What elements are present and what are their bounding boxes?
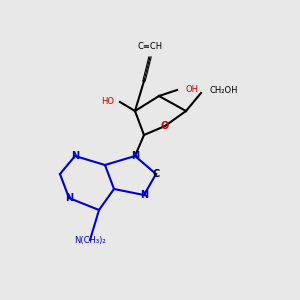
- Text: HO: HO: [101, 98, 114, 106]
- Text: N(CH₃)₂: N(CH₃)₂: [74, 236, 106, 244]
- Text: CH₂OH: CH₂OH: [210, 85, 239, 94]
- Text: N: N: [131, 151, 139, 161]
- Text: N: N: [71, 151, 79, 161]
- Text: N: N: [65, 193, 73, 203]
- Text: N: N: [140, 190, 148, 200]
- Text: O: O: [161, 121, 169, 131]
- Text: C≡CH: C≡CH: [137, 42, 163, 51]
- Text: OH: OH: [186, 85, 199, 94]
- Text: C: C: [152, 169, 160, 179]
